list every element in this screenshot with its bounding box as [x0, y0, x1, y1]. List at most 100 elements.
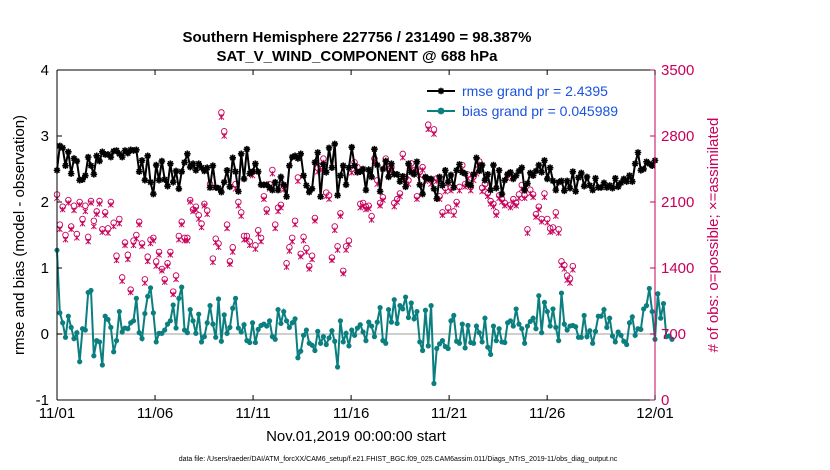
obs-assimilated-marker [499, 199, 505, 205]
rmse-point [254, 168, 262, 175]
bias-point [366, 319, 372, 325]
obs-assimilated-marker [209, 259, 216, 266]
rmse-point [311, 159, 319, 166]
rmse-point [439, 182, 446, 189]
rmse-point [192, 167, 200, 174]
bias-point [598, 313, 604, 319]
rmse-point [592, 174, 599, 182]
obs-assimilated-marker [173, 276, 179, 283]
rmse-point [263, 181, 271, 189]
bias-point [411, 316, 417, 322]
rmse-point [288, 153, 296, 161]
bias-series [54, 247, 675, 387]
obs-assimilated-marker [59, 206, 66, 213]
rmse-point [603, 184, 611, 191]
rmse-point [70, 155, 78, 162]
obs-assimilated-marker [65, 200, 72, 206]
rmse-point [580, 182, 588, 190]
bias-point [388, 319, 395, 325]
rmse-point [586, 182, 594, 189]
bias-point [618, 332, 624, 338]
y-left-tick-label: 0 [41, 326, 49, 343]
rmse-point [232, 168, 239, 175]
obs-possible-marker [90, 217, 98, 225]
rmse-point [147, 178, 154, 186]
bias-point [176, 295, 182, 301]
obs-assimilated-marker [399, 154, 406, 161]
rmse-point [133, 146, 140, 154]
obs-assimilated-marker [195, 216, 202, 222]
obs-assimilated-marker [68, 226, 75, 233]
bias-point [218, 338, 224, 344]
bias-point [448, 318, 454, 324]
legend-rmse-star [437, 87, 445, 95]
rmse-point [169, 178, 177, 186]
bias-point [286, 324, 292, 330]
y-right-tick-label: 2800 [661, 128, 694, 145]
rmse-point [186, 163, 194, 171]
bias-point [550, 306, 556, 312]
rmse-point [322, 169, 330, 176]
rmse-point [583, 173, 591, 181]
rmse-point [184, 150, 191, 158]
bias-point [190, 318, 196, 324]
bias-point [643, 303, 650, 309]
bias-point [536, 293, 542, 299]
bias-point [519, 326, 525, 332]
bias-point [68, 324, 74, 330]
rmse-point [526, 169, 534, 177]
rmse-point [314, 149, 322, 156]
bias-point [363, 338, 369, 344]
bias-point [57, 310, 63, 316]
bias-point [145, 293, 151, 299]
bias-point [584, 334, 590, 340]
rmse-point [464, 180, 472, 188]
obs-assimilated-marker [286, 248, 293, 254]
rmse-point [518, 164, 526, 171]
data-file-footer: data file: /Users/raeder/DAI/ATM_forcXX/… [179, 456, 618, 463]
rmse-point [473, 154, 480, 162]
rmse-point [84, 153, 92, 161]
rmse-point [172, 167, 180, 175]
bias-point [490, 323, 497, 329]
bias-point [130, 318, 137, 324]
rmse-point [351, 162, 358, 169]
bias-point [315, 328, 321, 334]
bias-point [196, 311, 202, 317]
rmse-point [402, 183, 409, 191]
obs-assimilated-marker [493, 212, 500, 219]
obs-assimilated-marker [260, 196, 267, 203]
obs-assimilated-marker [479, 188, 486, 195]
obs-assimilated-marker [456, 187, 463, 194]
rmse-point [252, 160, 259, 168]
bias-point [77, 359, 83, 365]
rmse-point [558, 177, 565, 185]
obs-assimilated-markers [54, 114, 576, 298]
obs-assimilated-marker [184, 237, 191, 244]
obs-assimilated-marker [348, 169, 355, 176]
bias-point [275, 306, 281, 313]
obs-assimilated-marker [277, 204, 284, 211]
obs-assimilated-marker [535, 206, 542, 213]
rmse-point [297, 150, 305, 158]
bias-point [422, 307, 429, 313]
bias-point [649, 308, 655, 315]
obs-assimilated-marker [56, 226, 63, 233]
y-right-tick-label: 3500 [661, 62, 694, 79]
rmse-point [487, 186, 494, 194]
bias-point [119, 329, 125, 335]
rmse-point [294, 155, 302, 162]
rmse-point [617, 179, 625, 187]
x-tick-label: 11/01 [39, 405, 75, 422]
rmse-point [195, 160, 203, 168]
bias-point [201, 334, 207, 340]
rmse-point [104, 151, 112, 158]
obs-assimilated-marker [79, 220, 86, 227]
rmse-point [433, 195, 441, 202]
obs-assimilated-marker [252, 246, 259, 253]
obs-assimilated-marker [538, 218, 545, 225]
bias-point [604, 324, 610, 330]
obs-assimilated-marker [467, 187, 474, 194]
bias-point [385, 306, 392, 313]
rmse-point [597, 184, 605, 191]
